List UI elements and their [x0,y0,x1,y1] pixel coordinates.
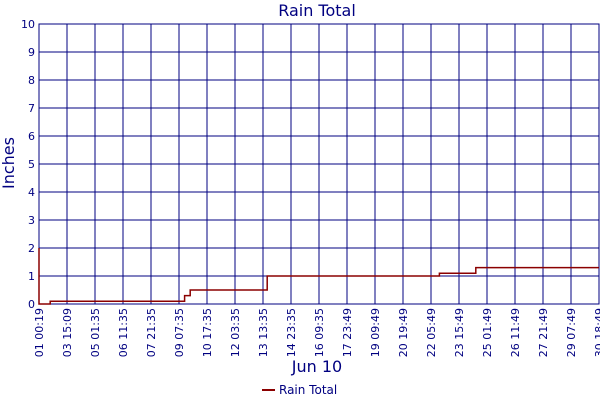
x-tick-label: 23 15:49 [453,308,466,357]
x-tick-label: 03 15:09 [61,308,74,357]
x-tick-label: 16 09:35 [313,308,326,357]
x-tick-label: 10 17:35 [201,308,214,357]
y-tick-label: 8 [28,74,35,87]
x-tick-label: 22 05:49 [425,308,438,357]
y-tick-label: 7 [28,102,35,115]
series-group [38,248,599,305]
y-tick-label: 2 [28,242,35,255]
y-tick-label: 6 [28,130,35,143]
y-tick-labels: 0 1 2 3 4 5 6 7 8 9 10 [21,18,35,311]
y-tick-label: 10 [21,18,35,31]
y-tick-label: 5 [28,158,35,171]
x-tick-label: 26 11:49 [509,308,522,357]
legend-label: Rain Total [279,383,337,397]
x-tick-label: 27 21:49 [537,308,550,357]
x-tick-label: 30 18:49 [593,308,600,357]
x-tick-label: 06 11:35 [117,308,130,357]
x-tick-label: 17 23:49 [341,308,354,357]
x-tick-label: 19 09:49 [369,308,382,357]
x-tick-label: 13 13:35 [257,308,270,357]
x-tick-label: 12 03:35 [229,308,242,357]
y-axis-label: Inches [0,137,18,189]
series-line-rain-total [38,248,599,305]
x-tick-label: 09 07:35 [173,308,186,357]
y-tick-label: 0 [28,298,35,311]
y-tick-label: 1 [28,270,35,283]
x-tick-label: 29 07:49 [565,308,578,357]
chart-title: Rain Total [278,1,356,20]
grid [38,23,600,305]
x-tick-label: 05 01:35 [89,308,102,357]
y-tick-label: 9 [28,46,35,59]
x-axis-label: Jun 10 [291,357,342,376]
x-tick-label: 14 23:35 [285,308,298,357]
y-tick-label: 3 [28,214,35,227]
x-tick-label: 01 00:19 [33,308,46,357]
x-tick-label: 07 21:35 [145,308,158,357]
legend: Rain Total [262,383,337,397]
y-tick-label: 4 [28,186,35,199]
x-tick-label: 25 01:49 [481,308,494,357]
x-tick-labels: 01 00:19 03 15:09 05 01:35 06 11:35 07 21:35… [33,308,600,357]
x-tick-label: 20 19:49 [397,308,410,357]
